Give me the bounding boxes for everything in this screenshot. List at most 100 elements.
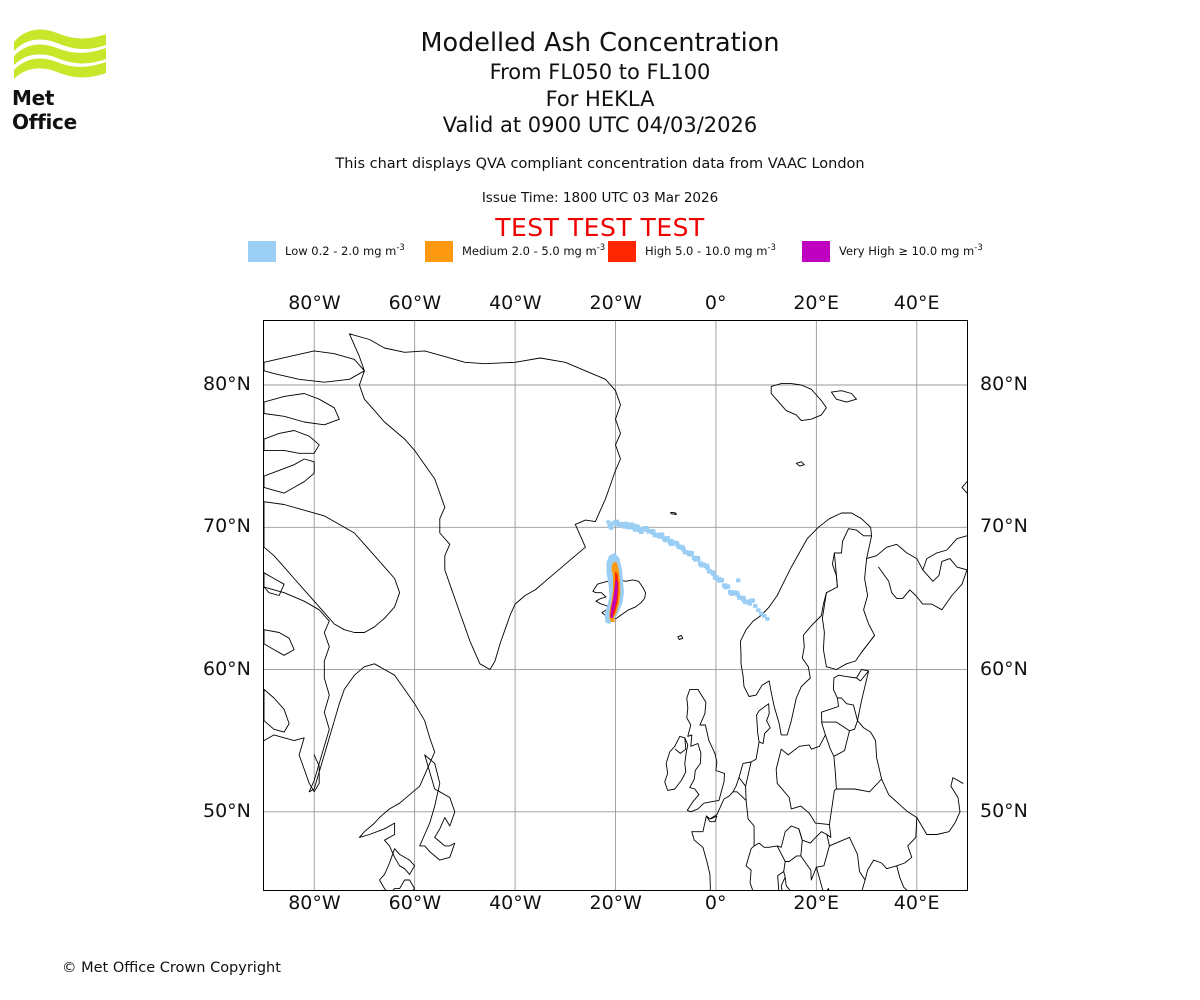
plume-low-detached-cell-2: [759, 611, 764, 616]
plume-low-tail-cell-c-39: [723, 583, 728, 587]
plume-low-tail-cell-b-34: [711, 572, 716, 577]
legend-low: Low 0.2 - 2.0 mg m-3: [248, 239, 405, 263]
plume-low-tail-cell-30: [697, 561, 704, 566]
legend-low-swatch: [248, 240, 276, 262]
plume-low-tail-cell-b-0: [608, 526, 614, 530]
coastline-baltic-south: [780, 674, 857, 756]
legend-medium-label: Medium 2.0 - 5.0 mg m-3: [462, 243, 606, 258]
coastline-devon-island: [264, 430, 320, 454]
plume-low-tail-cell-b-6: [626, 525, 632, 530]
map-canvas: [264, 321, 967, 890]
border-hungary-west: [784, 828, 803, 862]
plume-low-tail-cell-34: [709, 570, 716, 575]
plume-low-detached-cell-6: [736, 578, 741, 583]
coastline-hudson-bay-west: [264, 688, 290, 733]
plume-low-tail-cell-c-6: [624, 521, 629, 526]
plume-low-tail-cell-33: [706, 569, 713, 574]
coastline-ireland: [664, 735, 689, 791]
legend-high-swatch: [608, 240, 636, 262]
lat-label-right-1: 70°N: [980, 515, 1028, 538]
plume-low-tail-cell-c-12: [642, 526, 647, 530]
plume-low-tail-cell-c-0: [606, 520, 611, 524]
plume-medium-lobe-north: [611, 562, 616, 575]
plume-low-tail-cell-8: [631, 525, 637, 531]
plume-low-detached-cell-0: [753, 604, 758, 608]
plume-low-tail-cell-c-21: [669, 538, 674, 543]
plume-low-tail-cell-6: [625, 523, 631, 528]
coastline-low-countries: [705, 741, 760, 823]
border-belarus-baltics: [828, 670, 870, 826]
plume-low-tail-cell-b-46: [747, 601, 753, 606]
border-poland-lithuania: [824, 734, 835, 757]
border-estonia-latvia: [836, 697, 858, 722]
lon-label-top-6: 40°E: [893, 292, 940, 314]
plume-low-tail-cell-25: [682, 550, 688, 555]
border-ukraine: [835, 778, 918, 881]
coastline-canada-usa-east: [264, 586, 436, 890]
ash-concentration-map[interactable]: [263, 320, 968, 891]
plume-low-tail-cell-21: [670, 540, 676, 545]
coastline-iberia-west: [691, 815, 711, 890]
plume-low-tail-cell-c-42: [732, 590, 737, 595]
plume-low-tail-cell-20: [667, 540, 673, 545]
border-belarus-east: [857, 720, 883, 780]
page-title: Modelled Ash Concentration: [420, 28, 780, 58]
lon-label-bottom-6: 40°E: [893, 892, 940, 914]
plume-low-detached-cell-5: [765, 616, 770, 621]
coastline-finland-west: [821, 592, 847, 670]
lat-label-left-0: 80°N: [203, 373, 251, 395]
plume-low-tail-cell-c-18: [660, 533, 665, 538]
coastline-bear-island: [795, 461, 805, 467]
plume-low-tail-cell-c-45: [741, 596, 746, 600]
border-karelia: [861, 634, 876, 653]
coastline-canada-arctic-islands: [264, 458, 315, 494]
border-romania: [815, 836, 866, 890]
lon-label-top-1: 60°W: [388, 292, 442, 314]
met-office-wordmark: Met Office: [12, 86, 77, 134]
lon-label-top-5: 20°E: [793, 292, 840, 314]
test-banner: TEST TEST TEST: [495, 213, 705, 242]
plume-low-tail-cell-7: [628, 522, 634, 527]
coastline-great-britain: [686, 688, 725, 813]
plume-low-tail-cell-c-24: [678, 544, 683, 548]
plume-low-tail-cell-46: [746, 599, 752, 604]
met-office-wave-mark: [14, 29, 106, 79]
border-belgium: [732, 791, 747, 801]
plume-low-tail-cell-28: [691, 555, 697, 560]
legend-very-high: Very High ≥ 10.0 mg m-3: [802, 239, 983, 263]
border-finland-russia: [846, 535, 876, 665]
plume-low-tail-cell-22: [673, 540, 679, 546]
border-germany: [745, 748, 832, 848]
coastline-scandinavia: [740, 512, 873, 736]
lat-label-right-2: 60°N: [980, 657, 1028, 680]
legend-high: High 5.0 - 10.0 mg m-3: [608, 239, 776, 263]
plume-low-tail-cell-37: [718, 577, 725, 583]
plume-very-high-southwest: [610, 614, 613, 619]
coastline-melville-peninsula: [264, 572, 285, 596]
coastline-barents: [922, 535, 967, 571]
lat-label-right-0: 80°N: [980, 373, 1028, 395]
plume-very-high-core: [610, 578, 618, 616]
legend-medium: Medium 2.0 - 5.0 mg m-3: [425, 239, 605, 263]
coastline-novaya-zemlya: [961, 481, 967, 494]
plume-low-tail-cell-43: [737, 595, 743, 600]
plume-low-tail-cell-4: [619, 521, 625, 527]
border-balkans-west: [784, 876, 830, 890]
lon-label-top-3: 20°W: [589, 292, 642, 314]
plume-low-detached-cell-3: [750, 598, 755, 603]
plume-low-tail-cell-b-42: [735, 593, 740, 597]
copyright-notice: © Met Office Crown Copyright: [62, 960, 281, 976]
coastline-svalbard: [770, 383, 827, 422]
plume-low-detached-cell-1: [756, 608, 761, 613]
page-title-block: Modelled Ash Concentration From FL050 to…: [0, 28, 1200, 139]
lon-label-bottom-2: 40°W: [489, 892, 542, 914]
border-finland-sweden-north: [833, 552, 842, 577]
coastline-newfoundland: [419, 754, 456, 861]
concentration-legend: Low 0.2 - 2.0 mg m-3 Medium 2.0 - 5.0 mg …: [248, 239, 988, 263]
plume-low-tail-cell-c-9: [633, 523, 638, 528]
border-caucasus: [896, 865, 908, 890]
lat-label-right-3: 50°N: [980, 799, 1028, 822]
plume-low-tail-cell-c-33: [705, 566, 710, 570]
border-netherlands: [738, 777, 747, 787]
coastline-ellesmere-north: [264, 350, 365, 383]
